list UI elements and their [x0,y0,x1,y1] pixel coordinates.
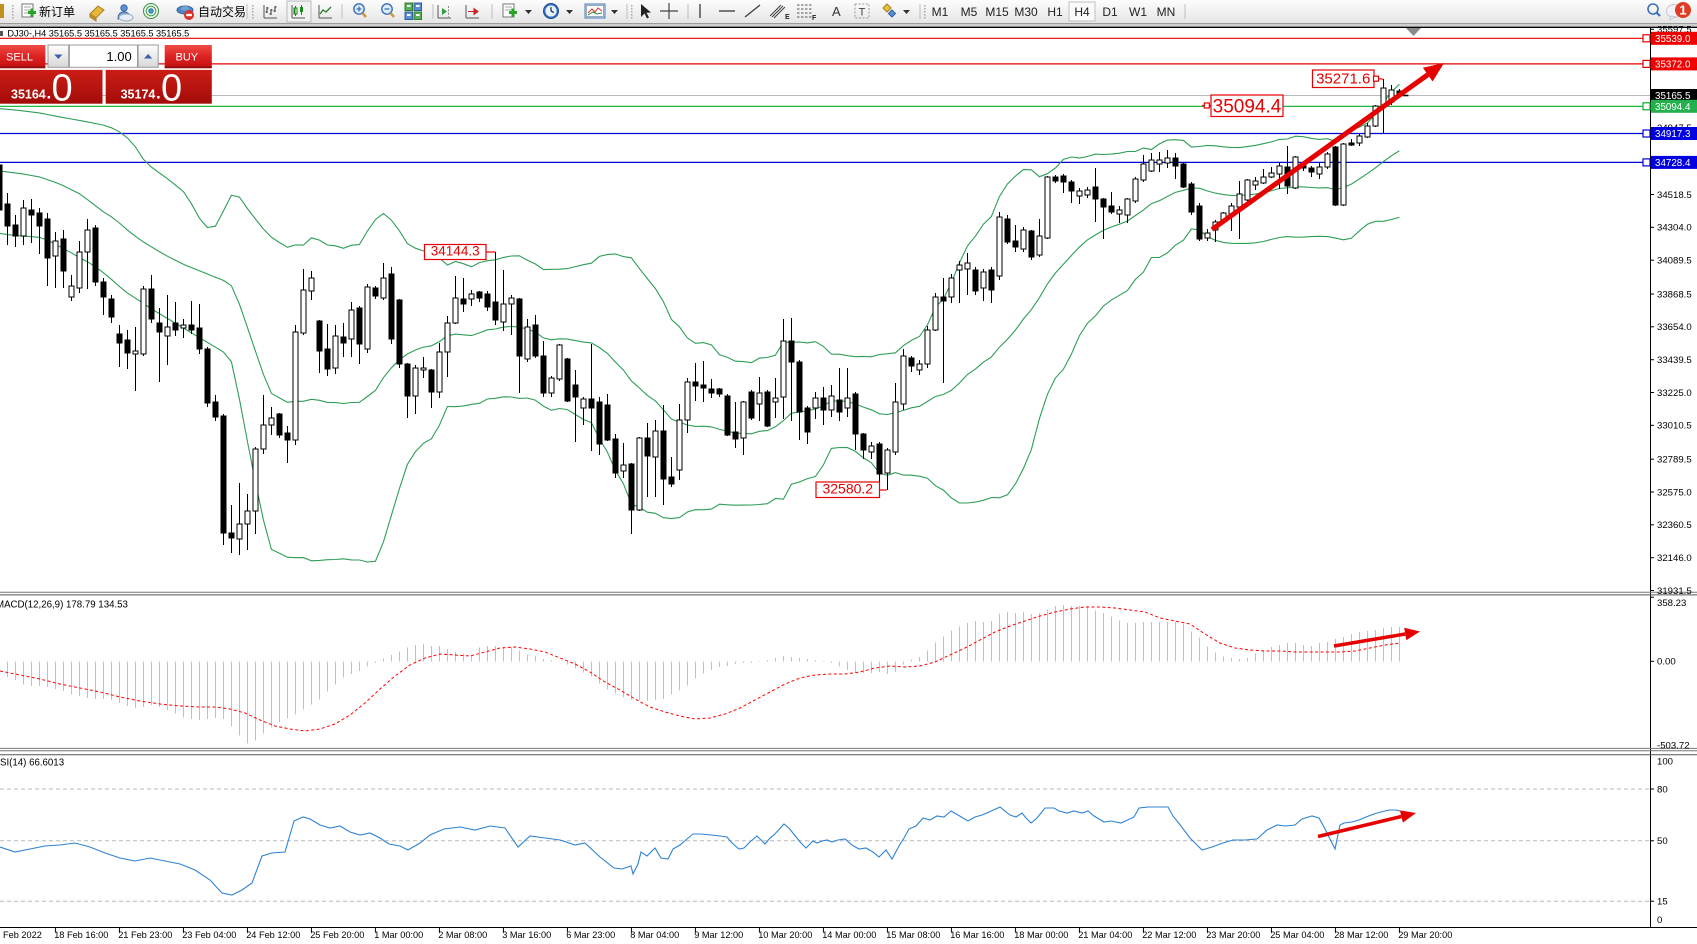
svg-text:BUY: BUY [175,52,198,64]
svg-text:MN: MN [1157,5,1176,19]
svg-text:35372.0: 35372.0 [1655,59,1691,70]
svg-text:14 Mar 00:00: 14 Mar 00:00 [822,930,876,940]
svg-text:6 Mar 23:00: 6 Mar 23:00 [566,930,615,940]
svg-text:D1: D1 [1102,5,1118,19]
svg-text:21 Mar 04:00: 21 Mar 04:00 [1078,930,1132,940]
svg-text:25 Mar 04:00: 25 Mar 04:00 [1270,930,1324,940]
svg-text:31931.5: 31931.5 [1657,586,1692,597]
svg-text:34089.5: 34089.5 [1657,256,1692,267]
svg-text:33225.0: 33225.0 [1657,388,1692,399]
svg-text:MACD(12,26,9) 178.79 134.53: MACD(12,26,9) 178.79 134.53 [0,600,128,611]
svg-text:M30: M30 [1014,5,1038,19]
svg-text:34144.3: 34144.3 [431,244,480,259]
svg-text:M15: M15 [985,5,1009,19]
svg-text:T: T [859,7,866,19]
svg-text:24 Feb 12:00: 24 Feb 12:00 [246,930,300,940]
svg-text:1: 1 [1679,3,1686,18]
svg-text:35094.4: 35094.4 [1655,102,1691,113]
svg-text:15: 15 [1657,897,1668,908]
svg-text:9 Mar 12:00: 9 Mar 12:00 [694,930,743,940]
svg-text:SELL: SELL [6,52,33,64]
svg-text:1 Mar 00:00: 1 Mar 00:00 [374,930,423,940]
svg-text:32146.0: 32146.0 [1657,553,1692,564]
svg-text:80: 80 [1657,784,1668,795]
svg-text:35164: 35164 [11,88,46,102]
svg-text:0: 0 [1657,915,1662,926]
svg-text:.: . [156,84,161,103]
svg-text:M5: M5 [961,5,978,19]
svg-text:35539.0: 35539.0 [1655,34,1691,45]
svg-text:28 Mar 12:00: 28 Mar 12:00 [1334,930,1388,940]
svg-text:新订单: 新订单 [39,4,75,19]
svg-text:34518.5: 34518.5 [1657,190,1692,201]
svg-text:10 Mar 20:00: 10 Mar 20:00 [758,930,812,940]
svg-text:F: F [812,15,817,22]
svg-text:8 Mar 04:00: 8 Mar 04:00 [630,930,679,940]
svg-text:-503.72: -503.72 [1657,740,1690,751]
svg-text:22 Mar 12:00: 22 Mar 12:00 [1142,930,1196,940]
svg-text:32360.5: 32360.5 [1657,520,1692,531]
svg-text:33010.5: 33010.5 [1657,421,1692,432]
svg-text:34728.4: 34728.4 [1655,158,1691,169]
svg-text:0: 0 [161,68,182,110]
svg-text:23 Mar 20:00: 23 Mar 20:00 [1206,930,1260,940]
svg-text:32580.2: 32580.2 [822,481,873,497]
svg-text:.: . [47,84,52,103]
svg-text:32789.5: 32789.5 [1657,455,1692,466]
svg-text:2 Mar 08:00: 2 Mar 08:00 [438,930,487,940]
svg-text:21 Feb 23:00: 21 Feb 23:00 [118,930,172,940]
svg-text:18 Mar 00:00: 18 Mar 00:00 [1014,930,1068,940]
svg-text:35165.5: 35165.5 [1655,91,1691,102]
svg-text:A: A [832,4,841,19]
svg-text:25 Feb 20:00: 25 Feb 20:00 [310,930,364,940]
svg-text:23 Feb 04:00: 23 Feb 04:00 [182,930,236,940]
svg-text:33868.5: 33868.5 [1657,289,1692,300]
svg-text:35597.5: 35597.5 [1657,25,1692,36]
svg-text:35174: 35174 [121,88,156,102]
svg-text:E: E [785,14,790,21]
svg-text:自动交易: 自动交易 [198,4,246,19]
svg-text:1.00: 1.00 [106,49,131,64]
svg-text:34304.0: 34304.0 [1657,223,1692,234]
svg-text:17 Feb 2022: 17 Feb 2022 [0,930,42,940]
svg-text:33654.0: 33654.0 [1657,322,1692,333]
svg-text:35271.6: 35271.6 [1316,71,1370,88]
svg-text:100: 100 [1657,756,1673,767]
svg-text:0.00: 0.00 [1657,657,1676,668]
svg-text:W1: W1 [1129,5,1147,19]
svg-text:18 Feb 16:00: 18 Feb 16:00 [54,930,108,940]
svg-text:RSI(14) 66.6013: RSI(14) 66.6013 [0,758,64,769]
svg-text:H4: H4 [1074,5,1090,19]
svg-text:16 Mar 16:00: 16 Mar 16:00 [950,930,1004,940]
svg-text:H1: H1 [1047,5,1063,19]
svg-text:3 Mar 16:00: 3 Mar 16:00 [502,930,551,940]
svg-text:DJ30-,H4 35165.5 35165.5 3516: DJ30-,H4 35165.5 35165.5 35165.5 35165.5 [7,28,189,38]
svg-text:M1: M1 [932,5,949,19]
svg-text:35094.4: 35094.4 [1213,97,1282,118]
svg-text:15 Mar 08:00: 15 Mar 08:00 [886,930,940,940]
svg-text:0: 0 [52,68,73,110]
svg-text:34917.3: 34917.3 [1655,129,1691,140]
svg-text:32575.0: 32575.0 [1657,487,1692,498]
svg-text:29 Mar 20:00: 29 Mar 20:00 [1398,930,1452,940]
svg-text:50: 50 [1657,836,1668,847]
svg-text:33439.5: 33439.5 [1657,355,1692,366]
svg-text:358.23: 358.23 [1657,598,1686,609]
